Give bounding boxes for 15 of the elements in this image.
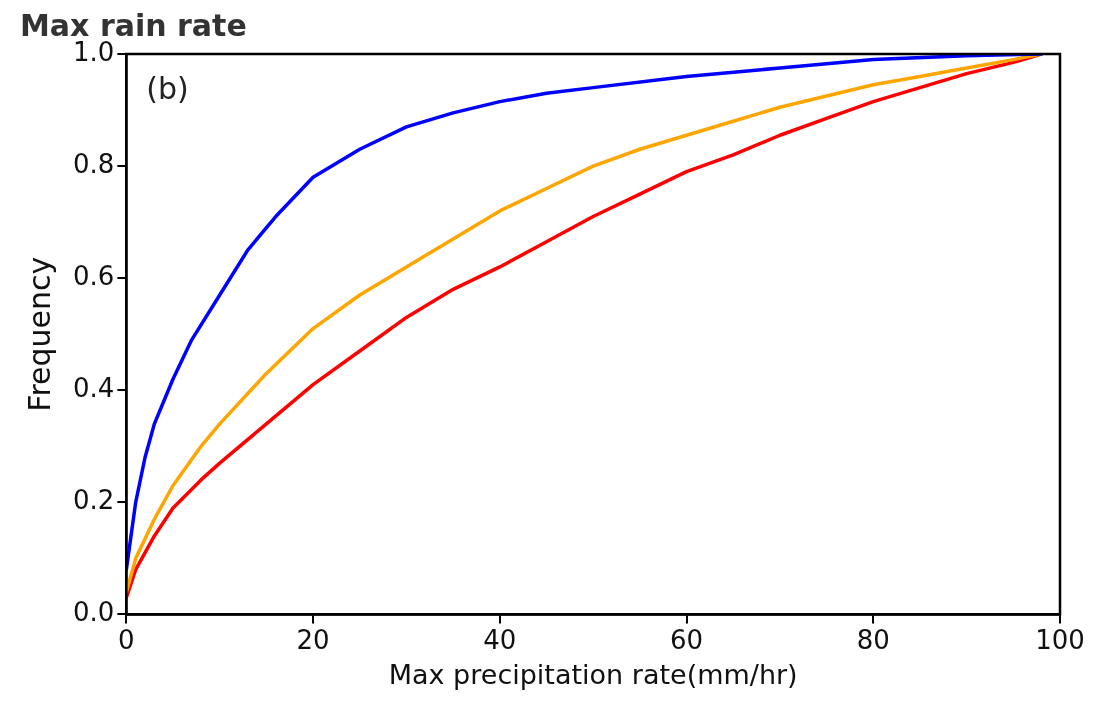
y-axis-title: Frequency [21, 256, 57, 412]
y-tick-label: 0.0 [72, 597, 115, 628]
y-tick-label: 0.8 [72, 148, 115, 179]
x-tick-label: 0 [118, 624, 135, 655]
x-tick-label: 80 [856, 624, 890, 655]
annotation: (b) [146, 70, 189, 106]
y-tick-label: 1.0 [72, 36, 115, 67]
x-axis-title: Max precipitation rate(mm/hr) [388, 658, 798, 690]
x-tick-label: 40 [483, 624, 517, 655]
y-tick-label: 0.4 [72, 372, 115, 403]
x-tick-label: 100 [1035, 624, 1085, 655]
x-tick-label: 60 [669, 624, 704, 655]
y-tick-label: 0.6 [72, 260, 115, 291]
y-tick-label: 0.2 [72, 485, 115, 516]
x-tick-label: 20 [296, 624, 330, 655]
